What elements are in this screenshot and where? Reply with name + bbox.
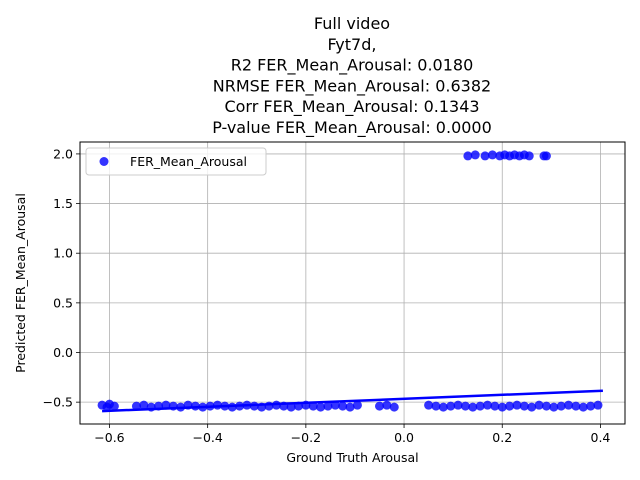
data-points bbox=[97, 150, 603, 412]
data-point bbox=[375, 401, 385, 411]
data-point bbox=[389, 402, 399, 412]
data-point bbox=[505, 401, 515, 411]
regression-line-group bbox=[102, 389, 603, 413]
x-tick-label: −0.2 bbox=[291, 430, 321, 445]
x-tick-label: 0.4 bbox=[591, 430, 611, 445]
data-point bbox=[316, 402, 326, 412]
x-axis-ticks: −0.6 −0.4 −0.2 0.0 0.2 0.4 bbox=[94, 424, 610, 445]
data-point bbox=[564, 400, 574, 410]
data-point bbox=[475, 401, 485, 411]
data-point bbox=[490, 401, 500, 411]
data-point bbox=[323, 401, 333, 411]
data-point bbox=[480, 151, 490, 161]
data-point bbox=[308, 401, 318, 411]
x-tick-label: 0.0 bbox=[394, 430, 414, 445]
legend-box bbox=[85, 147, 267, 176]
data-point bbox=[487, 150, 497, 160]
data-point bbox=[463, 151, 473, 161]
data-point bbox=[468, 402, 478, 412]
title-line: NRMSE FER_Mean_Arousal: 0.6382 bbox=[213, 76, 491, 96]
data-point bbox=[382, 400, 392, 410]
title-line: Full video bbox=[314, 14, 390, 33]
data-point bbox=[549, 402, 559, 412]
x-tick-label: −0.4 bbox=[192, 430, 222, 445]
data-point bbox=[527, 402, 537, 412]
data-point bbox=[470, 150, 480, 160]
title-line: R2 FER_Mean_Arousal: 0.0180 bbox=[231, 56, 474, 76]
title-line: Fyt7d, bbox=[328, 35, 377, 54]
legend-label: FER_Mean_Arousal bbox=[130, 154, 247, 169]
title-line: Corr FER_Mean_Arousal: 0.1343 bbox=[224, 97, 479, 117]
data-point bbox=[593, 400, 603, 410]
data-point bbox=[497, 402, 507, 412]
y-tick-label: 1.5 bbox=[53, 196, 73, 211]
legend: FER_Mean_Arousal bbox=[85, 147, 267, 176]
data-point bbox=[286, 402, 296, 412]
data-point bbox=[524, 151, 534, 161]
data-point bbox=[345, 402, 355, 412]
x-axis-label: Ground Truth Arousal bbox=[286, 450, 418, 465]
y-axis-ticks: −0.5 0.0 0.5 1.0 1.5 2.0 bbox=[43, 146, 80, 410]
data-point bbox=[424, 400, 434, 410]
grid bbox=[80, 142, 625, 424]
title-line: P-value FER_Mean_Arousal: 0.0000 bbox=[212, 118, 492, 138]
data-point bbox=[556, 401, 566, 411]
data-point bbox=[109, 401, 119, 411]
data-point bbox=[519, 401, 529, 411]
legend-marker bbox=[99, 157, 109, 166]
data-point bbox=[139, 400, 149, 410]
data-point bbox=[338, 401, 348, 411]
plot-frame bbox=[79, 141, 626, 425]
data-point bbox=[541, 151, 551, 161]
data-point bbox=[352, 400, 362, 410]
y-axis-label: Predicted FER_Mean_Arousal bbox=[13, 193, 28, 373]
chart-title: Full video Fyt7d, R2 FER_Mean_Arousal: 0.0… bbox=[212, 14, 492, 138]
y-tick-label: 0.0 bbox=[53, 345, 73, 360]
y-tick-label: 0.5 bbox=[53, 295, 73, 310]
x-tick-label: −0.6 bbox=[94, 430, 124, 445]
data-point bbox=[578, 402, 588, 412]
data-point bbox=[571, 401, 581, 411]
data-point bbox=[534, 400, 544, 410]
data-point bbox=[586, 401, 596, 411]
data-point bbox=[431, 401, 441, 411]
y-tick-label: 1.0 bbox=[53, 246, 73, 261]
data-point bbox=[446, 401, 456, 411]
data-point bbox=[453, 400, 463, 410]
y-tick-label: 2.0 bbox=[53, 146, 73, 161]
data-point bbox=[438, 402, 448, 412]
x-tick-label: 0.2 bbox=[492, 430, 512, 445]
data-point bbox=[541, 401, 551, 411]
regression-line bbox=[102, 389, 603, 413]
y-tick-label: −0.5 bbox=[43, 395, 73, 410]
data-point bbox=[460, 401, 470, 411]
data-point bbox=[512, 400, 522, 410]
data-point bbox=[483, 400, 493, 410]
